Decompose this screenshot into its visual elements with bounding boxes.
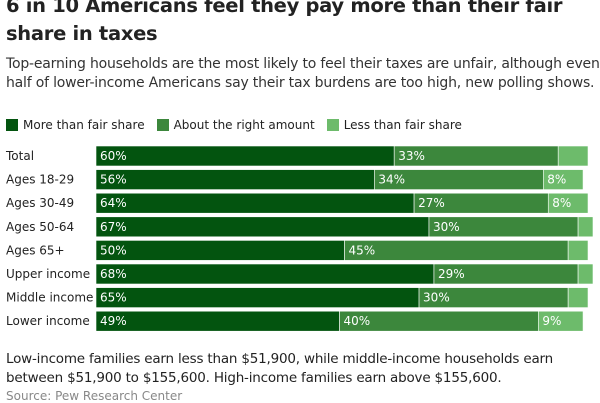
data-label: 30% [433, 220, 460, 234]
data-label: 30% [423, 291, 450, 305]
category-label: Upper income [6, 267, 90, 281]
category-label: Total [5, 149, 34, 163]
data-label: 8% [552, 196, 571, 210]
category-label: Ages 30-49 [6, 196, 74, 210]
data-label: 29% [438, 267, 465, 281]
bar-segment [567, 240, 589, 261]
category-label: Lower income [6, 314, 90, 328]
legend-swatch [156, 119, 169, 131]
category-label: Ages 18-29 [6, 173, 74, 187]
bar-segment [538, 310, 584, 332]
bar-segment [95, 145, 395, 167]
legend: More than fair share About the right amou… [6, 118, 462, 132]
legend-swatch [6, 119, 18, 131]
bar-segment [95, 310, 340, 332]
data-label: 49% [100, 314, 127, 328]
source: Source: Pew Research Center [6, 389, 183, 403]
data-label: 67% [100, 220, 127, 234]
bar-segment [95, 169, 375, 190]
data-label: 65% [100, 291, 127, 305]
data-label: 33% [398, 149, 425, 163]
chart-subtitle: Top-earning households are the most like… [6, 56, 600, 91]
data-label: 50% [100, 243, 127, 257]
data-label: 27% [418, 196, 445, 210]
category-label: Ages 65+ [6, 243, 65, 257]
bar-segment [557, 145, 589, 167]
bar-segment [577, 216, 594, 238]
data-label: 34% [378, 173, 405, 187]
data-label: 45% [349, 243, 376, 257]
data-label: 60% [100, 149, 127, 163]
bar-segment [95, 240, 345, 261]
bar-segment [344, 240, 569, 261]
category-label: Middle income [6, 291, 93, 305]
footnote: Low-income families earn less than $51,9… [6, 351, 554, 386]
legend-label: About the right amount [173, 118, 315, 132]
bar-segment [95, 287, 420, 308]
bar-segment [95, 216, 430, 238]
data-label: 68% [100, 267, 127, 281]
data-label: 40% [344, 314, 371, 328]
data-label: 56% [100, 173, 127, 187]
legend-label: Less than fair share [343, 118, 462, 132]
bar-segment [547, 192, 589, 214]
legend-label: More than fair share [23, 118, 145, 132]
stacked-bar-chart: Total 60% 33% Ages 18-29 56% 34% 8% Ages 30-49 6… [5, 145, 594, 332]
category-label: Ages 50-64 [6, 220, 74, 234]
bar-segment [577, 263, 594, 285]
data-label: 64% [100, 196, 127, 210]
data-label: 8% [547, 173, 566, 187]
bar-segment [567, 287, 589, 308]
legend-swatch [326, 119, 339, 131]
legend-item: About the right amount [156, 118, 315, 132]
data-label: 9% [542, 314, 561, 328]
legend-item: Less than fair share [326, 118, 462, 132]
bar-segment [95, 263, 435, 285]
chart-title: 6 in 10 Americans feel they pay more tha… [6, 0, 563, 45]
legend-item: More than fair share [6, 118, 145, 132]
bar-segment [95, 192, 415, 214]
bar-segment [542, 169, 584, 190]
